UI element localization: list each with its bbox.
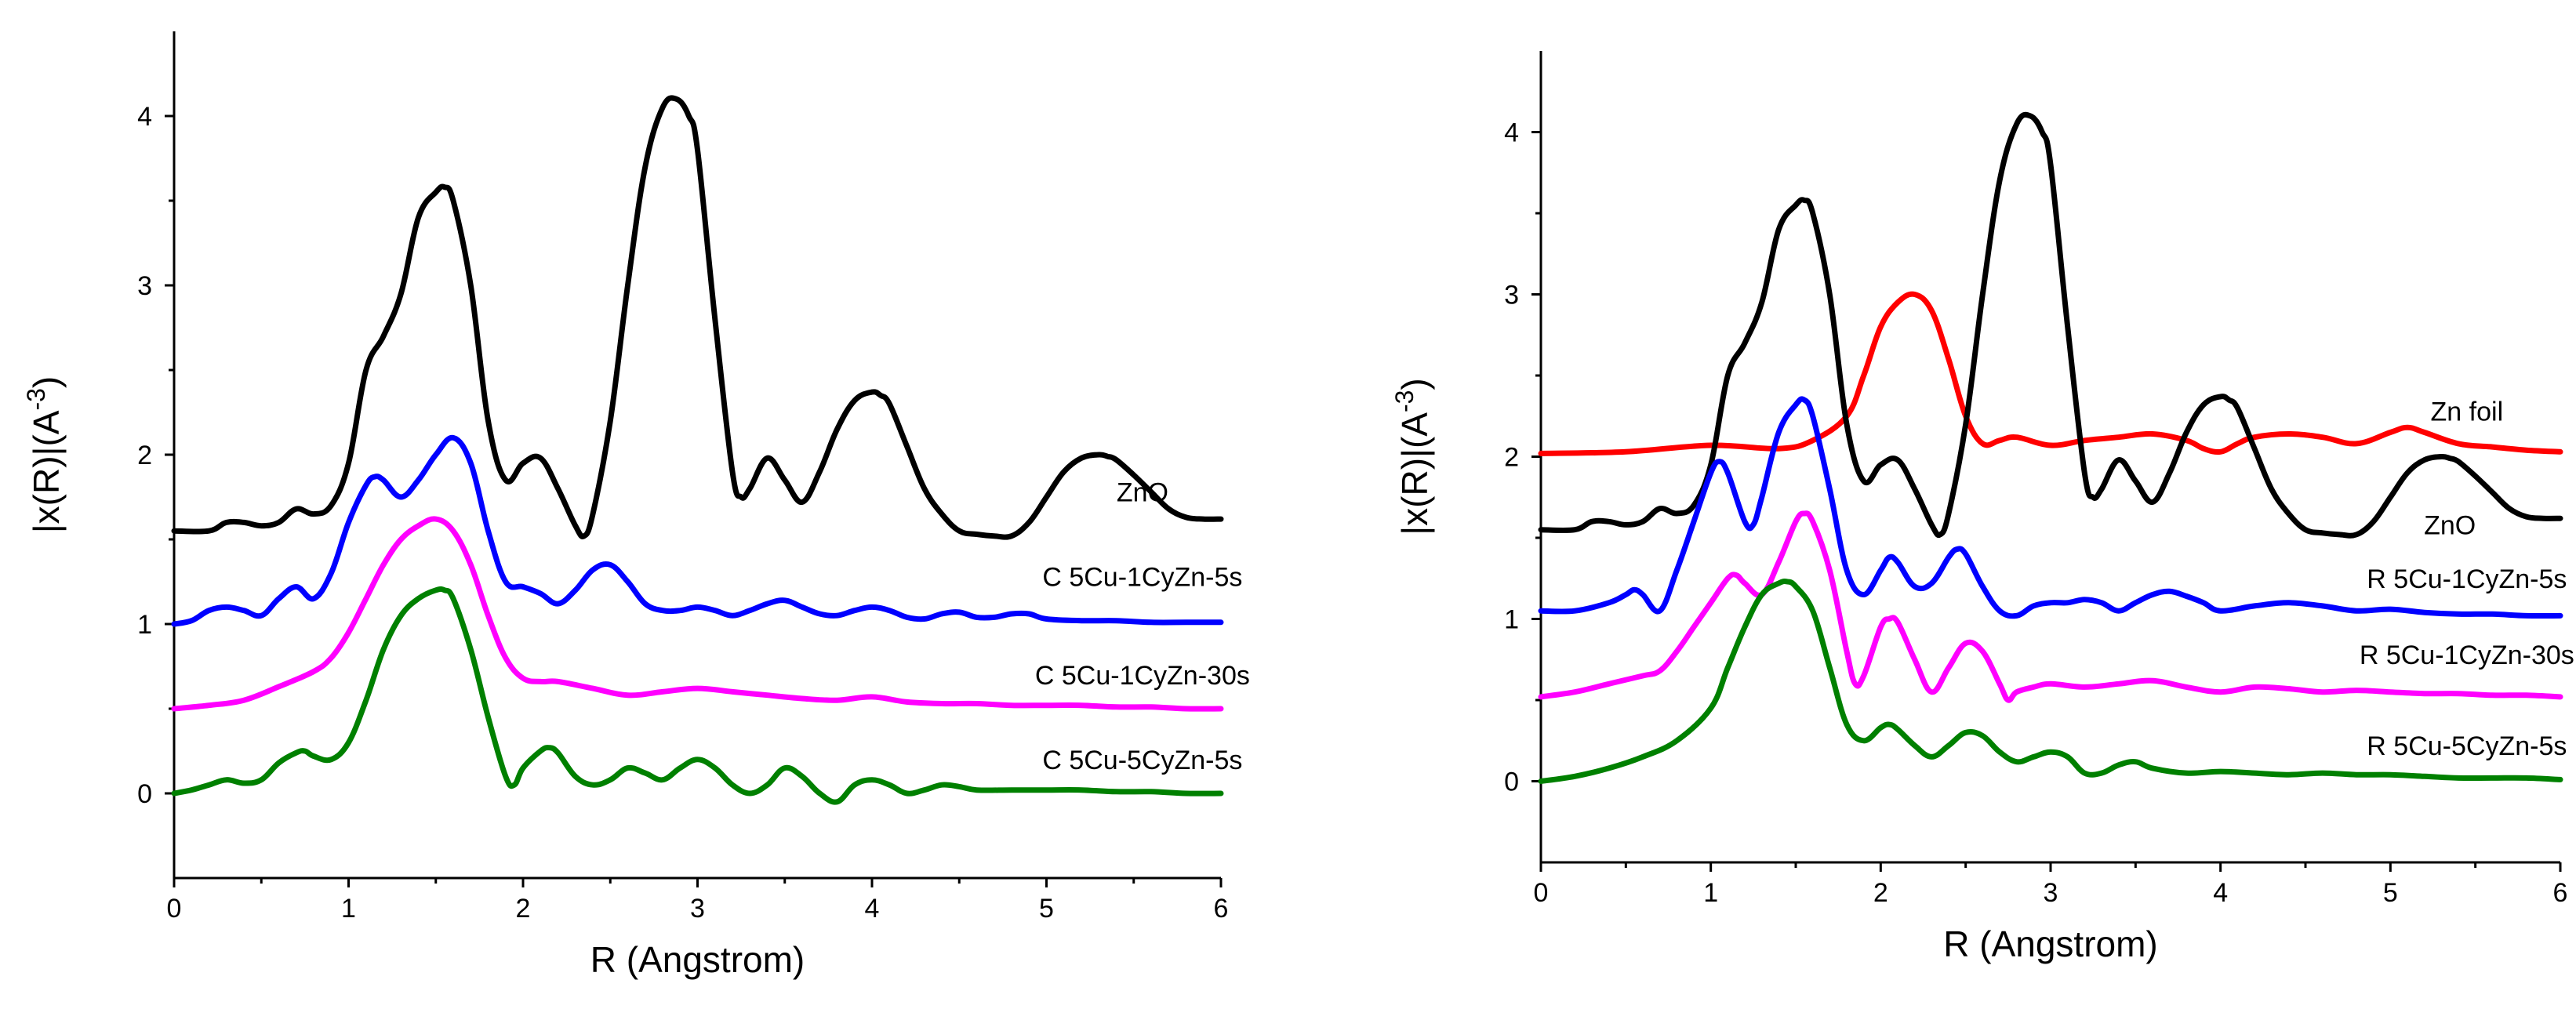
x-tick-label: 0 (167, 894, 182, 924)
series-line-r-5cu-1cyzn-5s (1538, 396, 2563, 619)
series-line-c-5cu-1cyzn-30s (171, 516, 1224, 712)
y-tick-label: 4 (137, 102, 152, 132)
x-tick-label: 2 (516, 894, 531, 924)
y-tick-label: 0 (137, 779, 152, 809)
series-line-zno (1538, 111, 2563, 539)
series-label-c-5cu-5cyzn-5s: C 5Cu-5CyZn-5s (1042, 746, 1242, 775)
series-label-zno: ZnO (1117, 478, 1168, 508)
x-tick-label: 3 (690, 894, 705, 924)
series-line-c-5cu-1cyzn-5s (171, 434, 1224, 627)
y-tick-label: 1 (137, 610, 152, 640)
x-tick-label: 4 (2213, 878, 2228, 908)
x-tick-label: 4 (865, 894, 880, 924)
x-tick-label: 6 (2553, 878, 2568, 908)
series-label-c-5cu-1cyzn-5s: C 5Cu-1CyZn-5s (1042, 563, 1242, 593)
x-tick-label: 1 (1703, 878, 1718, 908)
series-line-zn-foil (1538, 291, 2563, 456)
x-tick-label: 5 (1039, 894, 1054, 924)
y-tick-label: 4 (1504, 118, 1519, 148)
series-line-r-5cu-5cyzn-5s (1538, 578, 2563, 784)
x-tick-label: 5 (2383, 878, 2398, 908)
y-tick-label: 0 (1504, 768, 1519, 797)
series-label-zn-foil: Zn foil (2431, 397, 2504, 427)
right-panel-chart: 0 1 2 3 4 5 6 0 1 2 3 4 R (Angstrom) |x(R)|(A-3) Zn fo… (1390, 51, 2574, 964)
y-tick-label: 2 (137, 441, 152, 470)
y-tick-label: 3 (137, 271, 152, 301)
y-tick-label: 3 (1504, 281, 1519, 310)
x-tick-label: 2 (1873, 878, 1888, 908)
x-axis-title: R (Angstrom) (1943, 924, 2157, 964)
series-label-r-5cu-1cyzn-30s: R 5Cu-1CyZn-30s (2360, 641, 2574, 670)
series-label-r-5cu-5cyzn-5s: R 5Cu-5CyZn-5s (2367, 731, 2567, 761)
x-tick-label: 6 (1214, 894, 1229, 924)
x-tick-label: 3 (2044, 878, 2058, 908)
left-panel-chart: 0 1 2 3 4 5 6 0 1 2 3 4 R (Angstrom) |x(R)|(A-3) ZnO C … (22, 31, 1250, 980)
series-label-zno: ZnO (2424, 510, 2476, 540)
x-axis-title: R (Angstrom) (590, 939, 805, 980)
series-label-r-5cu-1cyzn-5s: R 5Cu-1CyZn-5s (2367, 564, 2567, 594)
x-tick-label: 0 (1534, 878, 1549, 908)
x-tick-label: 1 (341, 894, 356, 924)
y-tick-label: 2 (1504, 443, 1519, 473)
series-label-c-5cu-1cyzn-30s: C 5Cu-1CyZn-30s (1035, 661, 1250, 691)
y-axis-title: |x(R)|(A-3) (22, 376, 67, 534)
y-axis-title: |x(R)|(A-3) (1390, 378, 1435, 535)
series-line-zno (171, 95, 1224, 540)
series-line-r-5cu-1cyzn-30s (1538, 510, 2563, 703)
series-line-c-5cu-5cyzn-5s (171, 586, 1224, 805)
y-tick-label: 1 (1504, 605, 1519, 635)
